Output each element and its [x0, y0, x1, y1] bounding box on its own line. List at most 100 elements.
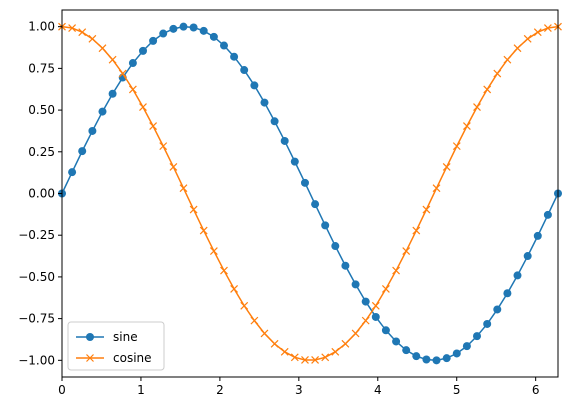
cosine-point [402, 247, 411, 255]
sine-point [331, 242, 340, 251]
cosine-point [260, 329, 269, 338]
y-tick-label: −0.25 [18, 228, 55, 242]
sine-point [68, 168, 77, 177]
x-tick-label: 5 [453, 383, 461, 397]
cosine-point [128, 85, 137, 94]
y-axis: −1.00 −0.75 −0.50 −0.25 0.00 0.25 0.50 0.75 1.00 [18, 20, 62, 367]
sine-point [402, 346, 411, 355]
sine-point [98, 107, 107, 116]
sine-point [503, 289, 512, 298]
cosine-point [533, 28, 542, 37]
cosine-point [331, 347, 340, 356]
cosine-point [169, 163, 178, 171]
cosine-point [412, 226, 421, 235]
legend-marker [86, 354, 94, 362]
sine-point [543, 210, 552, 219]
cosine-point [452, 142, 461, 151]
cosine-point [462, 122, 471, 131]
sine-point [230, 52, 239, 61]
sine-point [179, 22, 188, 31]
sine-point [270, 117, 279, 126]
cosine-point [371, 301, 380, 310]
cosine-point [442, 163, 451, 171]
legend: sine cosine [67, 321, 165, 371]
cosine-point [290, 353, 299, 362]
sine-point [483, 319, 492, 328]
sine-point [351, 280, 360, 289]
cosine-point [78, 28, 87, 37]
cosine-point [108, 55, 117, 64]
cosine-point [473, 103, 481, 112]
y-tick-label: 0.25 [28, 145, 55, 159]
x-tick-label: 3 [295, 383, 303, 397]
x-tick-label: 2 [216, 383, 224, 397]
y-tick-label: −1.00 [18, 353, 55, 367]
sine-point [108, 89, 117, 98]
sine-point [209, 32, 218, 41]
cosine-series [58, 22, 562, 364]
cosine-point [68, 24, 77, 32]
cosine-point [230, 284, 239, 293]
x-tick-label: 6 [532, 383, 540, 397]
x-tick-label: 1 [137, 383, 145, 397]
y-tick-label: 0.00 [28, 187, 55, 201]
x-axis: 0 1 2 3 4 5 6 [58, 377, 539, 397]
cosine-point [88, 34, 97, 43]
sine-point [422, 355, 431, 364]
cosine-point [361, 316, 370, 325]
y-tick-label: 0.75 [28, 61, 55, 75]
legend-label: sine [113, 330, 138, 344]
y-tick-label: −0.75 [18, 312, 55, 326]
sine-point [260, 98, 269, 107]
cosine-point [139, 103, 147, 112]
sine-point [88, 126, 97, 135]
cosine-point [199, 226, 208, 235]
series-layer [58, 22, 562, 365]
sine-point [149, 36, 158, 45]
cosine-point [311, 356, 320, 364]
sine-point [250, 81, 259, 90]
sine-point [240, 66, 249, 75]
cosine-point [280, 347, 289, 356]
sine-point [341, 261, 350, 270]
legend-label: cosine [113, 351, 152, 365]
cosine-point [381, 284, 390, 293]
sine-point [159, 29, 168, 38]
cosine-point [149, 122, 158, 131]
sine-point [452, 349, 461, 358]
sine-point [462, 342, 471, 351]
y-tick-label: 0.50 [28, 103, 55, 117]
cosine-point [341, 339, 350, 348]
cosine-point [189, 205, 198, 214]
y-tick-label: −0.50 [18, 270, 55, 284]
cosine-line [61, 25, 559, 361]
sine-point [138, 46, 147, 55]
cosine-point [98, 44, 107, 53]
cosine-point [422, 205, 431, 214]
sine-point [381, 326, 390, 335]
sine-point [321, 221, 330, 230]
sine-point [169, 24, 178, 33]
cosine-point [270, 339, 279, 348]
sine-point [533, 231, 542, 240]
sine-point [300, 178, 309, 187]
legend-marker [86, 333, 94, 341]
sine-point [219, 41, 228, 50]
cosine-point [513, 44, 522, 53]
sine-point [189, 23, 198, 32]
cosine-point [220, 266, 228, 275]
cosine-point [483, 85, 492, 94]
cosine-point [250, 316, 259, 325]
sine-point [290, 157, 299, 166]
cosine-point [240, 301, 249, 310]
sine-point [392, 337, 401, 346]
cosine-point [432, 184, 441, 193]
sine-point [442, 354, 451, 363]
sine-point [523, 252, 532, 261]
sine-point [473, 332, 482, 341]
sine-point [199, 26, 208, 35]
sine-point [513, 271, 522, 280]
legend-entry-cosine: cosine [76, 351, 152, 365]
sine-point [78, 147, 87, 156]
